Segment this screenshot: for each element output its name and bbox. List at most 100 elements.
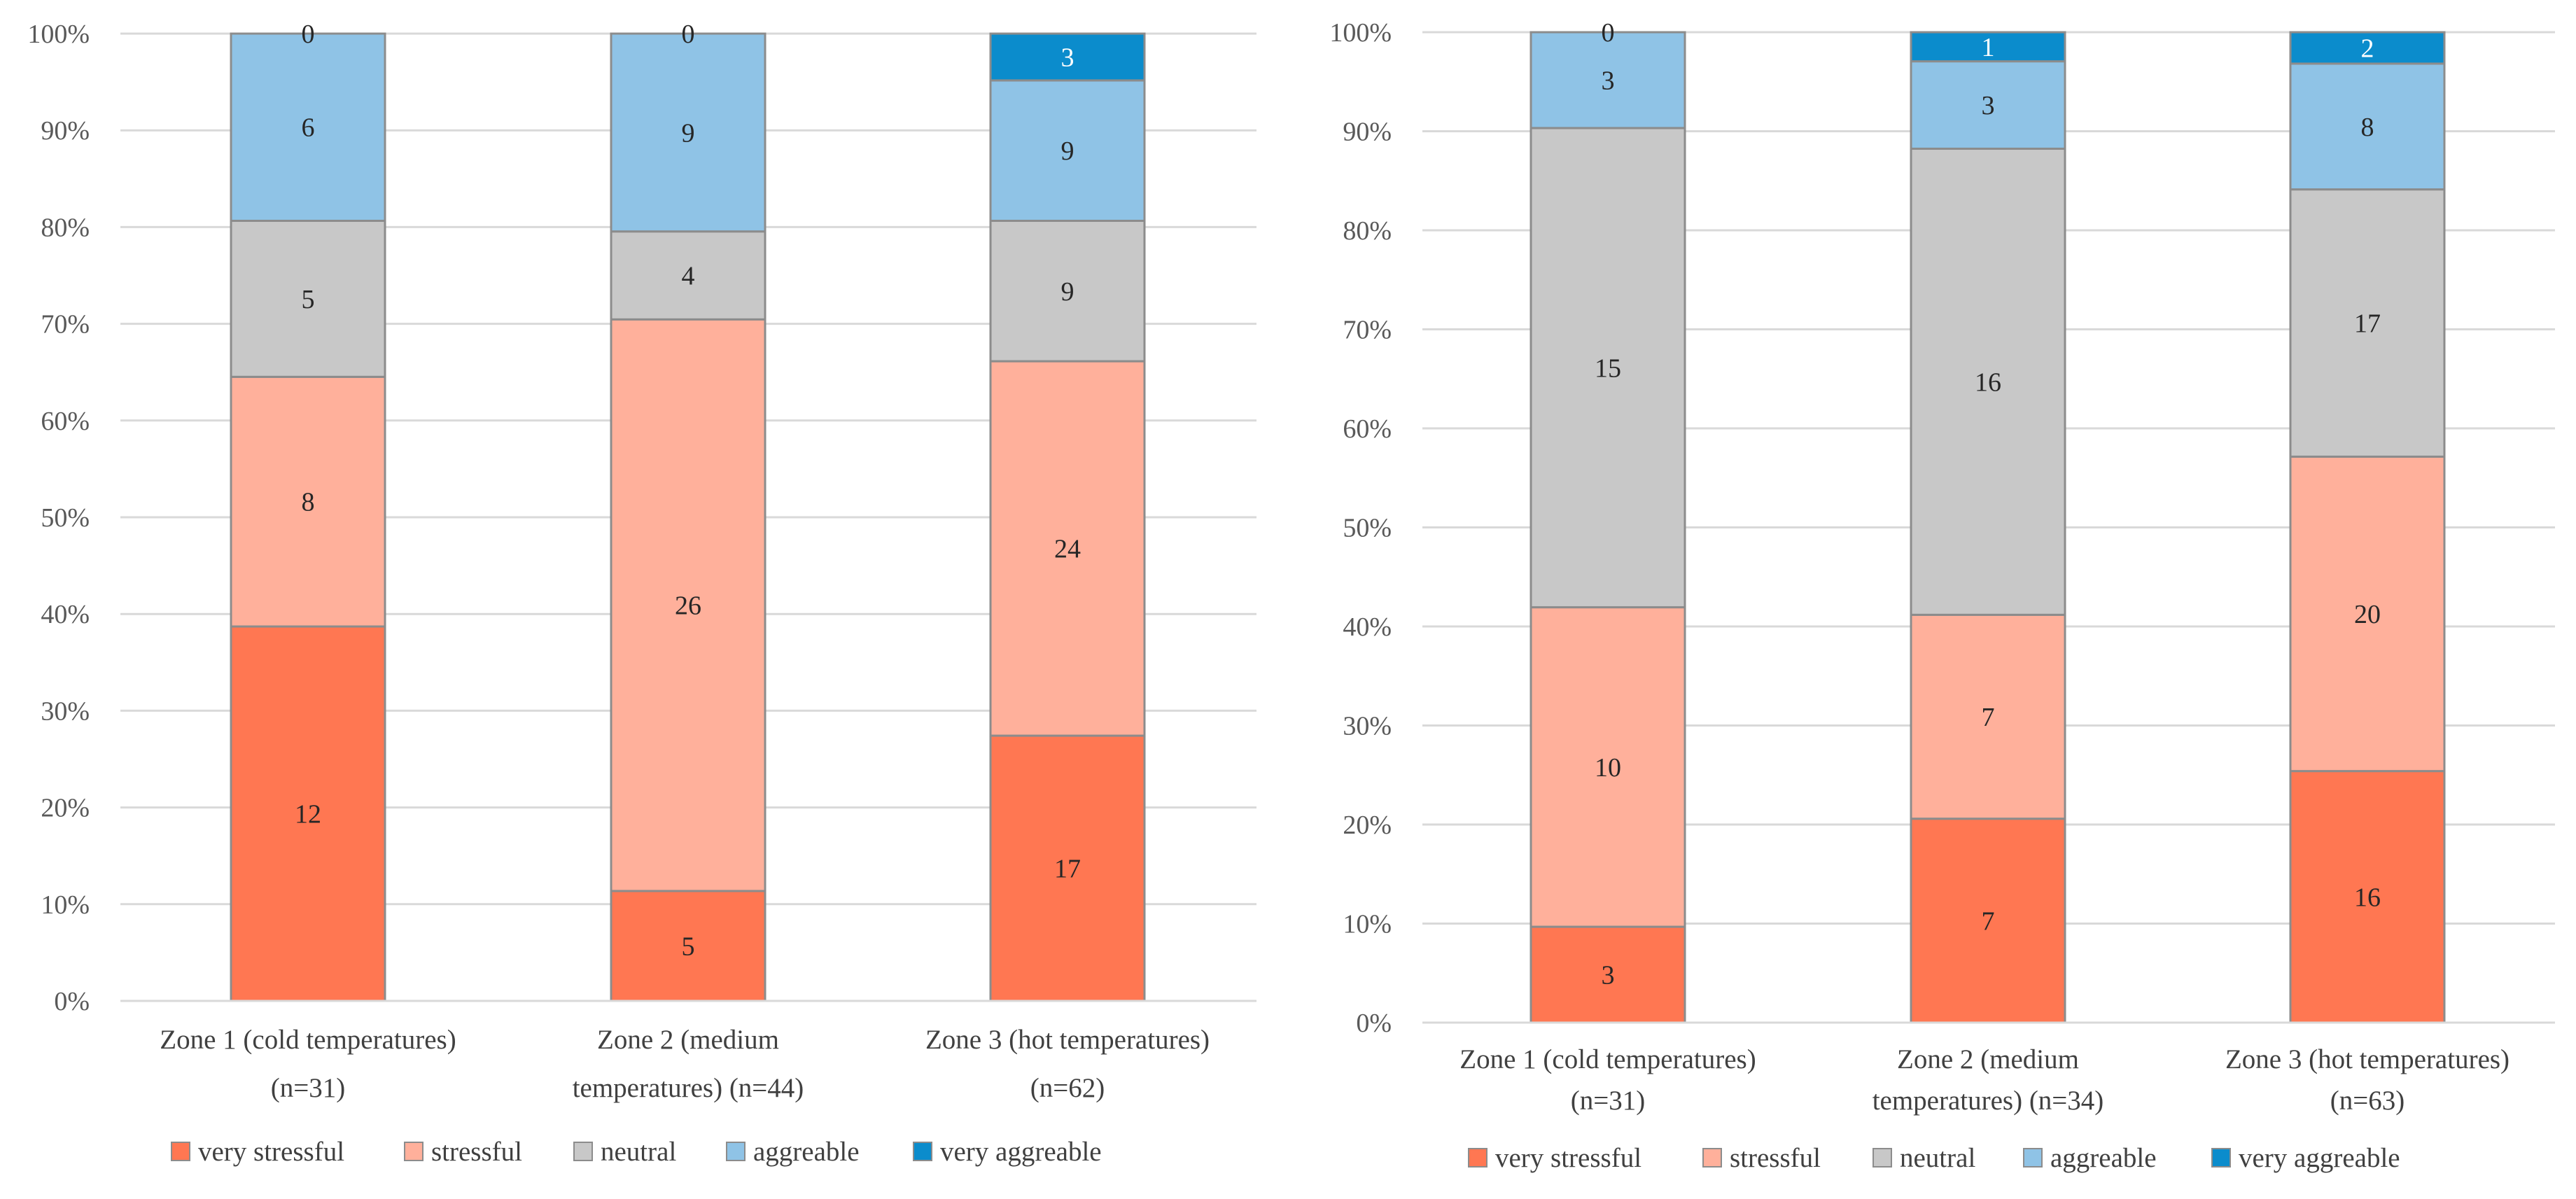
bar-very-aggreable-zone-3 bbox=[2289, 31, 2446, 65]
data-label-very-aggreable-zone-2: 1 bbox=[1982, 33, 1995, 62]
x-category-label: Zone 2 (medium bbox=[1897, 1044, 2079, 1074]
bar-stressful-zone-2 bbox=[610, 318, 766, 892]
data-label-stressful-zone-2: 7 bbox=[1982, 703, 1995, 732]
bar-stressful-zone-1 bbox=[1530, 606, 1686, 928]
y-tick-label: 10% bbox=[41, 890, 90, 920]
y-tick-label: 90% bbox=[41, 116, 90, 146]
bar-aggreable-zone-2 bbox=[1910, 60, 2066, 150]
data-label-stressful-zone-2: 26 bbox=[675, 591, 701, 621]
bar-very-stressful-zone-3 bbox=[2289, 770, 2446, 1024]
legend-swatch-neutral bbox=[1872, 1148, 1892, 1168]
y-tick-label: 50% bbox=[1343, 514, 1392, 543]
y-tick-label: 60% bbox=[41, 407, 90, 436]
bar-neutral-zone-1 bbox=[1530, 127, 1686, 609]
data-label-very-stressful-zone-2: 5 bbox=[682, 932, 695, 961]
bar-very-aggreable-zone-3 bbox=[989, 32, 1146, 82]
y-tick-label: 100% bbox=[27, 20, 90, 49]
bar-stressful-zone-3 bbox=[989, 360, 1146, 737]
data-label-aggreable-zone-3: 9 bbox=[1061, 136, 1074, 166]
data-label-very-stressful-zone-3: 16 bbox=[2354, 883, 2381, 912]
bar-stressful-zone-2 bbox=[1910, 613, 2066, 820]
legend-label-very-stressful: very stressful bbox=[1495, 1143, 1642, 1173]
y-tick-label: 20% bbox=[41, 794, 90, 823]
bar-very-stressful-zone-2 bbox=[1910, 818, 2066, 1024]
y-tick-label: 50% bbox=[41, 503, 90, 533]
legend-swatch-stressful bbox=[404, 1142, 424, 1161]
x-category-label: Zone 1 (cold temperatures) bbox=[1460, 1044, 1756, 1074]
data-label-neutral-zone-3: 9 bbox=[1061, 277, 1074, 307]
x-category-label: (n=31) bbox=[271, 1073, 345, 1103]
data-label-very-stressful-zone-2: 7 bbox=[1982, 906, 1995, 936]
data-label-neutral-zone-3: 17 bbox=[2354, 309, 2381, 339]
legend-swatch-very-stressful bbox=[1468, 1148, 1488, 1168]
bar-very-aggreable-zone-2 bbox=[1910, 31, 2066, 63]
x-category-label: Zone 3 (hot temperatures) bbox=[2225, 1044, 2510, 1074]
legend-swatch-very-stressful bbox=[171, 1142, 190, 1161]
y-tick-label: 0% bbox=[54, 987, 90, 1016]
x-category-label: (n=31) bbox=[1571, 1086, 1645, 1116]
bar-very-stressful-zone-3 bbox=[989, 734, 1146, 1002]
bar-stressful-zone-1 bbox=[230, 375, 386, 628]
data-label-neutral-zone-1: 15 bbox=[1595, 353, 1621, 383]
x-category-label: Zone 2 (medium bbox=[597, 1025, 779, 1055]
y-tick-label: 30% bbox=[41, 696, 90, 726]
bar-neutral-zone-1 bbox=[230, 219, 386, 378]
data-label-aggreable-zone-2: 3 bbox=[1982, 91, 1995, 120]
bar-stressful-zone-3 bbox=[2289, 455, 2446, 773]
y-tick-label: 40% bbox=[1343, 612, 1392, 642]
data-label-aggreable-zone-2: 9 bbox=[682, 118, 695, 148]
y-tick-label: 20% bbox=[1343, 811, 1392, 840]
legend-label-stressful: stressful bbox=[431, 1137, 522, 1167]
x-category-label: (n=62) bbox=[1030, 1073, 1105, 1103]
legend-label-neutral: neutral bbox=[1900, 1143, 1975, 1173]
legend-swatch-very-aggreable bbox=[2211, 1148, 2231, 1168]
legend-swatch-very-aggreable bbox=[913, 1142, 932, 1161]
data-label-stressful-zone-3: 20 bbox=[2354, 600, 2381, 629]
data-label-stressful-zone-1: 10 bbox=[1595, 753, 1621, 783]
bar-neutral-zone-2 bbox=[610, 230, 766, 321]
data-label-very-aggreable-zone-2: 0 bbox=[682, 20, 695, 49]
bar-aggreable-zone-1 bbox=[230, 32, 386, 222]
y-tick-label: 70% bbox=[1343, 316, 1392, 345]
legend-swatch-neutral bbox=[573, 1142, 593, 1161]
data-label-very-aggreable-zone-1: 0 bbox=[1602, 18, 1615, 48]
legend-label-stressful: stressful bbox=[1730, 1143, 1821, 1173]
y-tick-label: 40% bbox=[41, 600, 90, 629]
bar-very-stressful-zone-2 bbox=[610, 890, 766, 1002]
legend-label-very-aggreable: very aggreable bbox=[2239, 1143, 2400, 1173]
legend-label-very-aggreable: very aggreable bbox=[940, 1137, 1102, 1167]
y-tick-label: 10% bbox=[1343, 910, 1392, 939]
y-tick-label: 30% bbox=[1343, 712, 1392, 741]
data-label-stressful-zone-3: 24 bbox=[1054, 535, 1081, 564]
data-label-neutral-zone-2: 4 bbox=[682, 262, 695, 291]
y-tick-label: 100% bbox=[1329, 18, 1392, 48]
data-label-very-aggreable-zone-3: 3 bbox=[1061, 43, 1074, 72]
y-tick-label: 80% bbox=[41, 213, 90, 242]
x-category-label: Zone 3 (hot temperatures) bbox=[925, 1025, 1210, 1055]
y-tick-label: 90% bbox=[1343, 118, 1392, 147]
legend-label-very-stressful: very stressful bbox=[198, 1137, 344, 1167]
bar-neutral-zone-3 bbox=[2289, 188, 2446, 458]
legend-swatch-stressful bbox=[1702, 1148, 1722, 1168]
legend-swatch-aggreable bbox=[2023, 1148, 2043, 1168]
data-label-aggreable-zone-1: 3 bbox=[1602, 66, 1615, 95]
data-label-very-stressful-zone-1: 12 bbox=[295, 800, 321, 829]
bar-aggreable-zone-3 bbox=[989, 79, 1146, 222]
x-category-label: temperatures) (n=44) bbox=[573, 1073, 804, 1103]
y-tick-label: 60% bbox=[1343, 414, 1392, 444]
data-label-very-aggreable-zone-1: 0 bbox=[302, 20, 315, 49]
legend-label-neutral: neutral bbox=[601, 1137, 676, 1167]
bar-very-stressful-zone-1 bbox=[230, 625, 386, 1002]
data-label-very-stressful-zone-3: 17 bbox=[1054, 855, 1081, 884]
bar-neutral-zone-3 bbox=[989, 219, 1146, 363]
data-label-aggreable-zone-3: 8 bbox=[2361, 113, 2374, 142]
legend-label-aggreable: aggreable bbox=[753, 1137, 860, 1167]
bar-aggreable-zone-2 bbox=[610, 32, 766, 233]
data-label-aggreable-zone-1: 6 bbox=[302, 113, 315, 143]
x-category-label: (n=63) bbox=[2330, 1086, 2404, 1116]
data-label-neutral-zone-1: 5 bbox=[302, 285, 315, 314]
bar-very-stressful-zone-1 bbox=[1530, 925, 1686, 1024]
